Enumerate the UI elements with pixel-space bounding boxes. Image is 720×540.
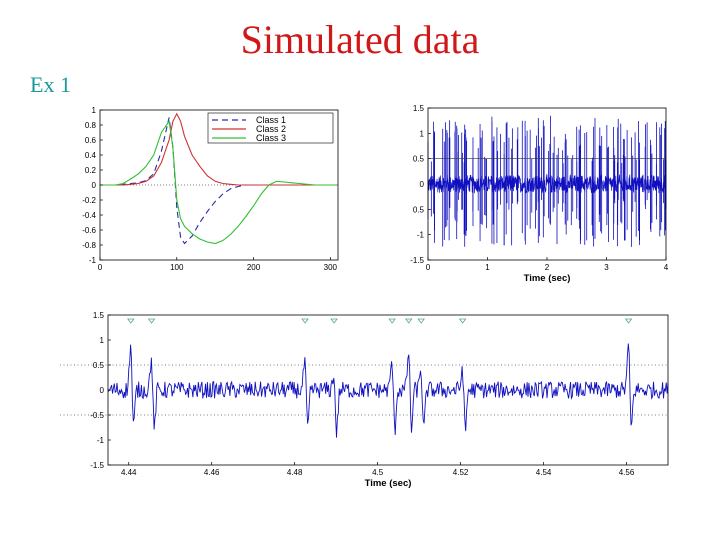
templates-ytick-label: -0.8 [82, 241, 96, 250]
legend-label: Class 1 [256, 115, 286, 125]
templates-ytick-label: 0 [92, 181, 97, 190]
full-signal-ytick-label: 0 [420, 180, 425, 189]
templates-ytick-label: 0.8 [85, 121, 97, 130]
templates-ytick-label: -0.2 [82, 196, 96, 205]
templates-ytick-label: 0.4 [85, 151, 97, 160]
legend-label: Class 3 [256, 133, 286, 143]
templates-ytick-label: -1 [89, 256, 97, 265]
zoomed-signal-xtick-label: 4.48 [287, 468, 303, 477]
templates-ytick-label: -0.4 [82, 211, 96, 220]
zoomed-signal-chart: 1.5 1 0.5 0 -0.5 -1 -1.5 4.44 4.46 4.48 4.5 4.52 4.5… [60, 311, 669, 489]
templates-ytick-label: -0.6 [82, 226, 96, 235]
full-signal-ytick-label: 1.5 [413, 104, 425, 113]
templates-xtick-label: 200 [247, 263, 261, 272]
full-signal-xtick-label: 1 [485, 263, 490, 272]
zoomed-signal-trace [107, 343, 669, 438]
zoomed-signal-xtick-label: 4.52 [453, 468, 469, 477]
templates-ytick-label: 0.6 [85, 136, 97, 145]
zoomed-signal-ytick-label: 1.5 [93, 311, 105, 320]
full-signal-xlabel: Time (sec) [524, 273, 571, 284]
full-signal-ytick-label: 0.5 [413, 155, 425, 164]
full-signal-xtick-label: 3 [604, 263, 609, 272]
spike-marker [417, 318, 425, 324]
full-signal-ytick-label: -1.5 [410, 256, 424, 265]
example-label: Ex 1 [30, 72, 71, 97]
full-signal-xtick-label: 0 [426, 263, 431, 272]
zoomed-signal-xtick-label: 4.54 [536, 468, 552, 477]
spike-marker [301, 318, 309, 324]
zoomed-signal-xlabel: Time (sec) [365, 478, 412, 489]
zoomed-signal-xtick-label: 4.46 [204, 468, 220, 477]
templates-xtick-label: 0 [98, 263, 103, 272]
templates-ytick-label: 0.2 [85, 166, 97, 175]
spike-marker [127, 318, 135, 324]
full-signal-ytick-label: -1 [417, 231, 425, 240]
full-signal-xtick-label: 4 [664, 263, 669, 272]
legend-label: Class 2 [256, 124, 286, 134]
zoomed-signal-ytick-label: -0.5 [90, 411, 104, 420]
spike-marker [330, 318, 338, 324]
zoomed-signal-ytick-label: -1 [97, 436, 105, 445]
full-signal-ytick-label: 1 [420, 129, 425, 138]
full-signal-xtick-label: 2 [545, 263, 550, 272]
zoomed-signal-xtick-label: 4.5 [372, 468, 384, 477]
zoomed-signal-ytick-label: 0 [100, 386, 105, 395]
full-signal-ytick-label: 0.5 [413, 205, 425, 214]
zoomed-signal-ytick-label: 0.5 [93, 361, 105, 370]
zoomed-signal-ytick-label: 1 [100, 336, 105, 345]
spike-marker [624, 318, 633, 324]
slide-title: Simulated data [240, 17, 480, 62]
series-line-class-3 [100, 119, 338, 245]
full-signal-trace [427, 174, 667, 194]
templates-ytick-label: 1 [92, 106, 97, 115]
zoomed-signal-xtick-label: 4.56 [619, 468, 635, 477]
spike-marker [458, 318, 467, 324]
waveform-templates-chart: 10.80.60.40.20-0.2-0.4-0.6-0.8-10 100 200 3… [82, 106, 339, 272]
spike-marker [388, 318, 396, 324]
templates-xtick-label: 100 [170, 263, 184, 272]
spike-marker [404, 318, 413, 324]
spike-marker [147, 318, 156, 324]
zoomed-signal-ytick-label: -1.5 [90, 461, 104, 470]
series-line-class-2 [100, 112, 338, 186]
zoomed-signal-xtick-label: 4.44 [121, 468, 137, 477]
templates-xtick-label: 300 [324, 263, 338, 272]
